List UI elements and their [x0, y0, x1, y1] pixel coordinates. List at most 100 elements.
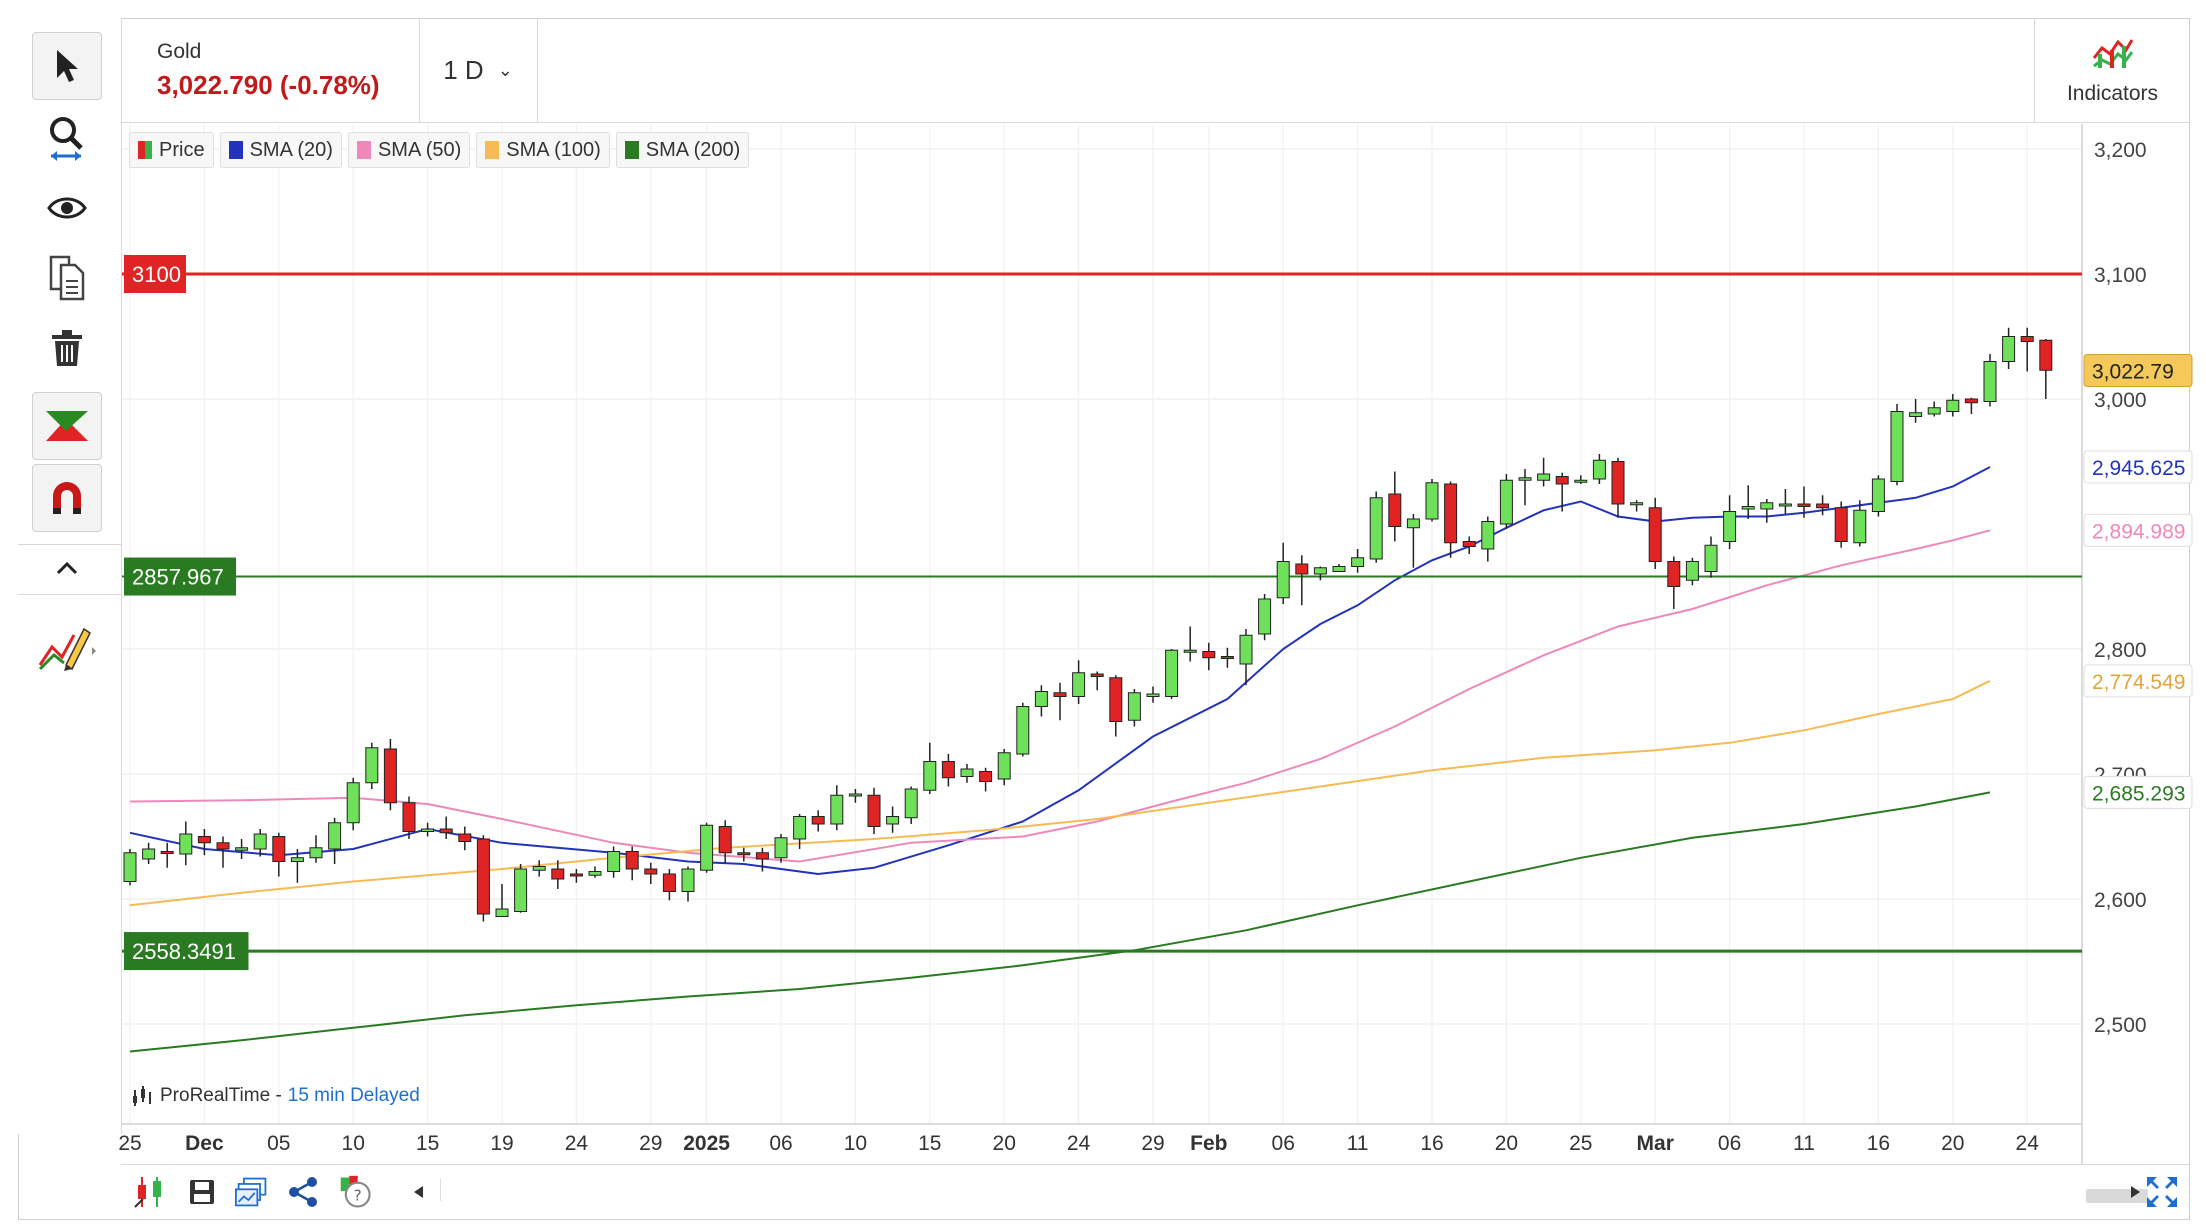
candle-body	[1816, 503, 1830, 509]
share-button[interactable]	[287, 1175, 321, 1209]
candle-body	[1853, 509, 1867, 544]
legend-item[interactable]: SMA (50)	[347, 132, 471, 168]
trend-tool[interactable]	[32, 392, 102, 460]
scroll-right-button[interactable]	[2119, 1175, 2153, 1209]
legend-item[interactable]: Price	[129, 132, 214, 168]
candle-body	[1611, 461, 1625, 505]
candle-body	[1258, 598, 1272, 635]
price-value-label: 3,022.79	[2092, 361, 2174, 384]
candle-body	[830, 794, 844, 825]
visibility-tool[interactable]	[32, 174, 102, 242]
legend-swatch	[138, 141, 152, 159]
fullscreen-button[interactable]	[2145, 1175, 2179, 1209]
candle-body	[216, 842, 230, 850]
level-label: 2558.3491	[132, 939, 236, 964]
chart-window	[18, 18, 2190, 1220]
magnet-tool[interactable]	[32, 464, 102, 532]
candle-body	[755, 852, 769, 860]
time-tick-label: 10	[844, 1132, 867, 1155]
candle-body	[1332, 566, 1346, 572]
candle-body	[1667, 561, 1681, 587]
delete-tool[interactable]	[32, 314, 102, 382]
candle-body	[142, 848, 156, 860]
zoom-icon	[50, 117, 83, 161]
candle-body	[290, 857, 304, 862]
candle-body	[1313, 567, 1327, 575]
level-label-bg	[124, 932, 249, 971]
copy-tool[interactable]	[32, 244, 102, 312]
candle-body	[1183, 649, 1197, 653]
candle-body	[179, 833, 193, 855]
time-tick-label: 15	[918, 1132, 941, 1155]
price-value-label-bg	[2083, 513, 2193, 547]
timeframe-label: 1 D	[443, 54, 484, 85]
candle-body	[1909, 412, 1923, 417]
save-button[interactable]	[185, 1175, 219, 1209]
indicators-button[interactable]: Indicators	[2034, 18, 2190, 122]
scroll-left-button[interactable]	[401, 1175, 435, 1209]
price-tick-label: 2,500	[2094, 1014, 2147, 1037]
candle-body	[1741, 506, 1755, 510]
legend-swatch	[228, 141, 243, 159]
instrument-box[interactable]: Gold 3,022.790 (-0.78%)	[121, 18, 420, 122]
time-scrollbar[interactable]	[1966, 1183, 2148, 1203]
timeframe-selector[interactable]: 1 D ⌄	[419, 18, 538, 122]
candle-body	[941, 761, 955, 779]
time-tick-label: 25	[1569, 1132, 1592, 1155]
candle-body	[197, 836, 211, 844]
candle-body	[960, 768, 974, 777]
time-tick-label: 10	[342, 1132, 365, 1155]
zoom-tool[interactable]	[32, 104, 102, 172]
candle-body	[1351, 557, 1365, 567]
candle-body	[1406, 518, 1420, 529]
legend-item[interactable]: SMA (200)	[615, 132, 750, 168]
legend-item[interactable]: SMA (100)	[476, 132, 610, 168]
credit-delay[interactable]: 15 min Delayed	[287, 1085, 420, 1106]
level-label: 3100	[132, 262, 181, 287]
candle-body	[402, 802, 416, 832]
candle-body	[997, 752, 1011, 780]
help-button[interactable]: ?	[339, 1175, 373, 1209]
price-axis: 2,5002,6002,7002,8003,0003,1003,2003,022…	[2083, 139, 2193, 1037]
candle-body	[1927, 407, 1941, 415]
candle-body	[1034, 691, 1048, 707]
price-value-label-bg	[2083, 354, 2193, 388]
indicators-icon	[2092, 39, 2134, 68]
candle-body	[1648, 507, 1662, 562]
drawing-tool[interactable]	[32, 612, 102, 680]
candle-body	[1797, 503, 1811, 507]
candle-body	[1202, 651, 1216, 659]
price-tick-label: 3,000	[2094, 389, 2147, 412]
pointer-tool[interactable]	[32, 32, 102, 100]
eye-icon	[47, 197, 87, 219]
chart-header: Gold 3,022.790 (-0.78%) 1 D ⌄ Indicators	[121, 18, 2190, 123]
candle-body	[1834, 507, 1848, 542]
candle-body	[1295, 563, 1309, 575]
bottom-toolbar: ?	[121, 1164, 2190, 1221]
price-tick-label: 2,800	[2094, 639, 2147, 662]
collapse-toolbar-button[interactable]	[32, 550, 102, 586]
candle-body	[346, 782, 360, 824]
candle-body	[383, 748, 397, 804]
legend-item[interactable]: SMA (20)	[219, 132, 342, 168]
candle-body	[1555, 476, 1569, 485]
price-value-label: 2,894.989	[2092, 520, 2185, 543]
layout-button[interactable]	[235, 1175, 269, 1209]
time-tick-label: 11	[1793, 1132, 1815, 1155]
scroll-left-icon	[414, 1186, 423, 1198]
legend-label: SMA (100)	[506, 138, 601, 161]
candle-settings-button[interactable]	[133, 1175, 167, 1209]
price-value-label: 2,685.293	[2092, 782, 2185, 805]
time-tick-label: 29	[639, 1132, 662, 1155]
candle-body	[1778, 503, 1792, 507]
candle-body	[439, 828, 453, 834]
candle-body	[1220, 656, 1234, 659]
candle-body	[1592, 459, 1606, 480]
candle-body	[421, 828, 435, 832]
candle-body	[588, 871, 602, 876]
candle-body	[644, 868, 658, 875]
copy-icon	[49, 255, 85, 301]
save-icon	[190, 1180, 214, 1204]
candle-body	[904, 788, 918, 819]
